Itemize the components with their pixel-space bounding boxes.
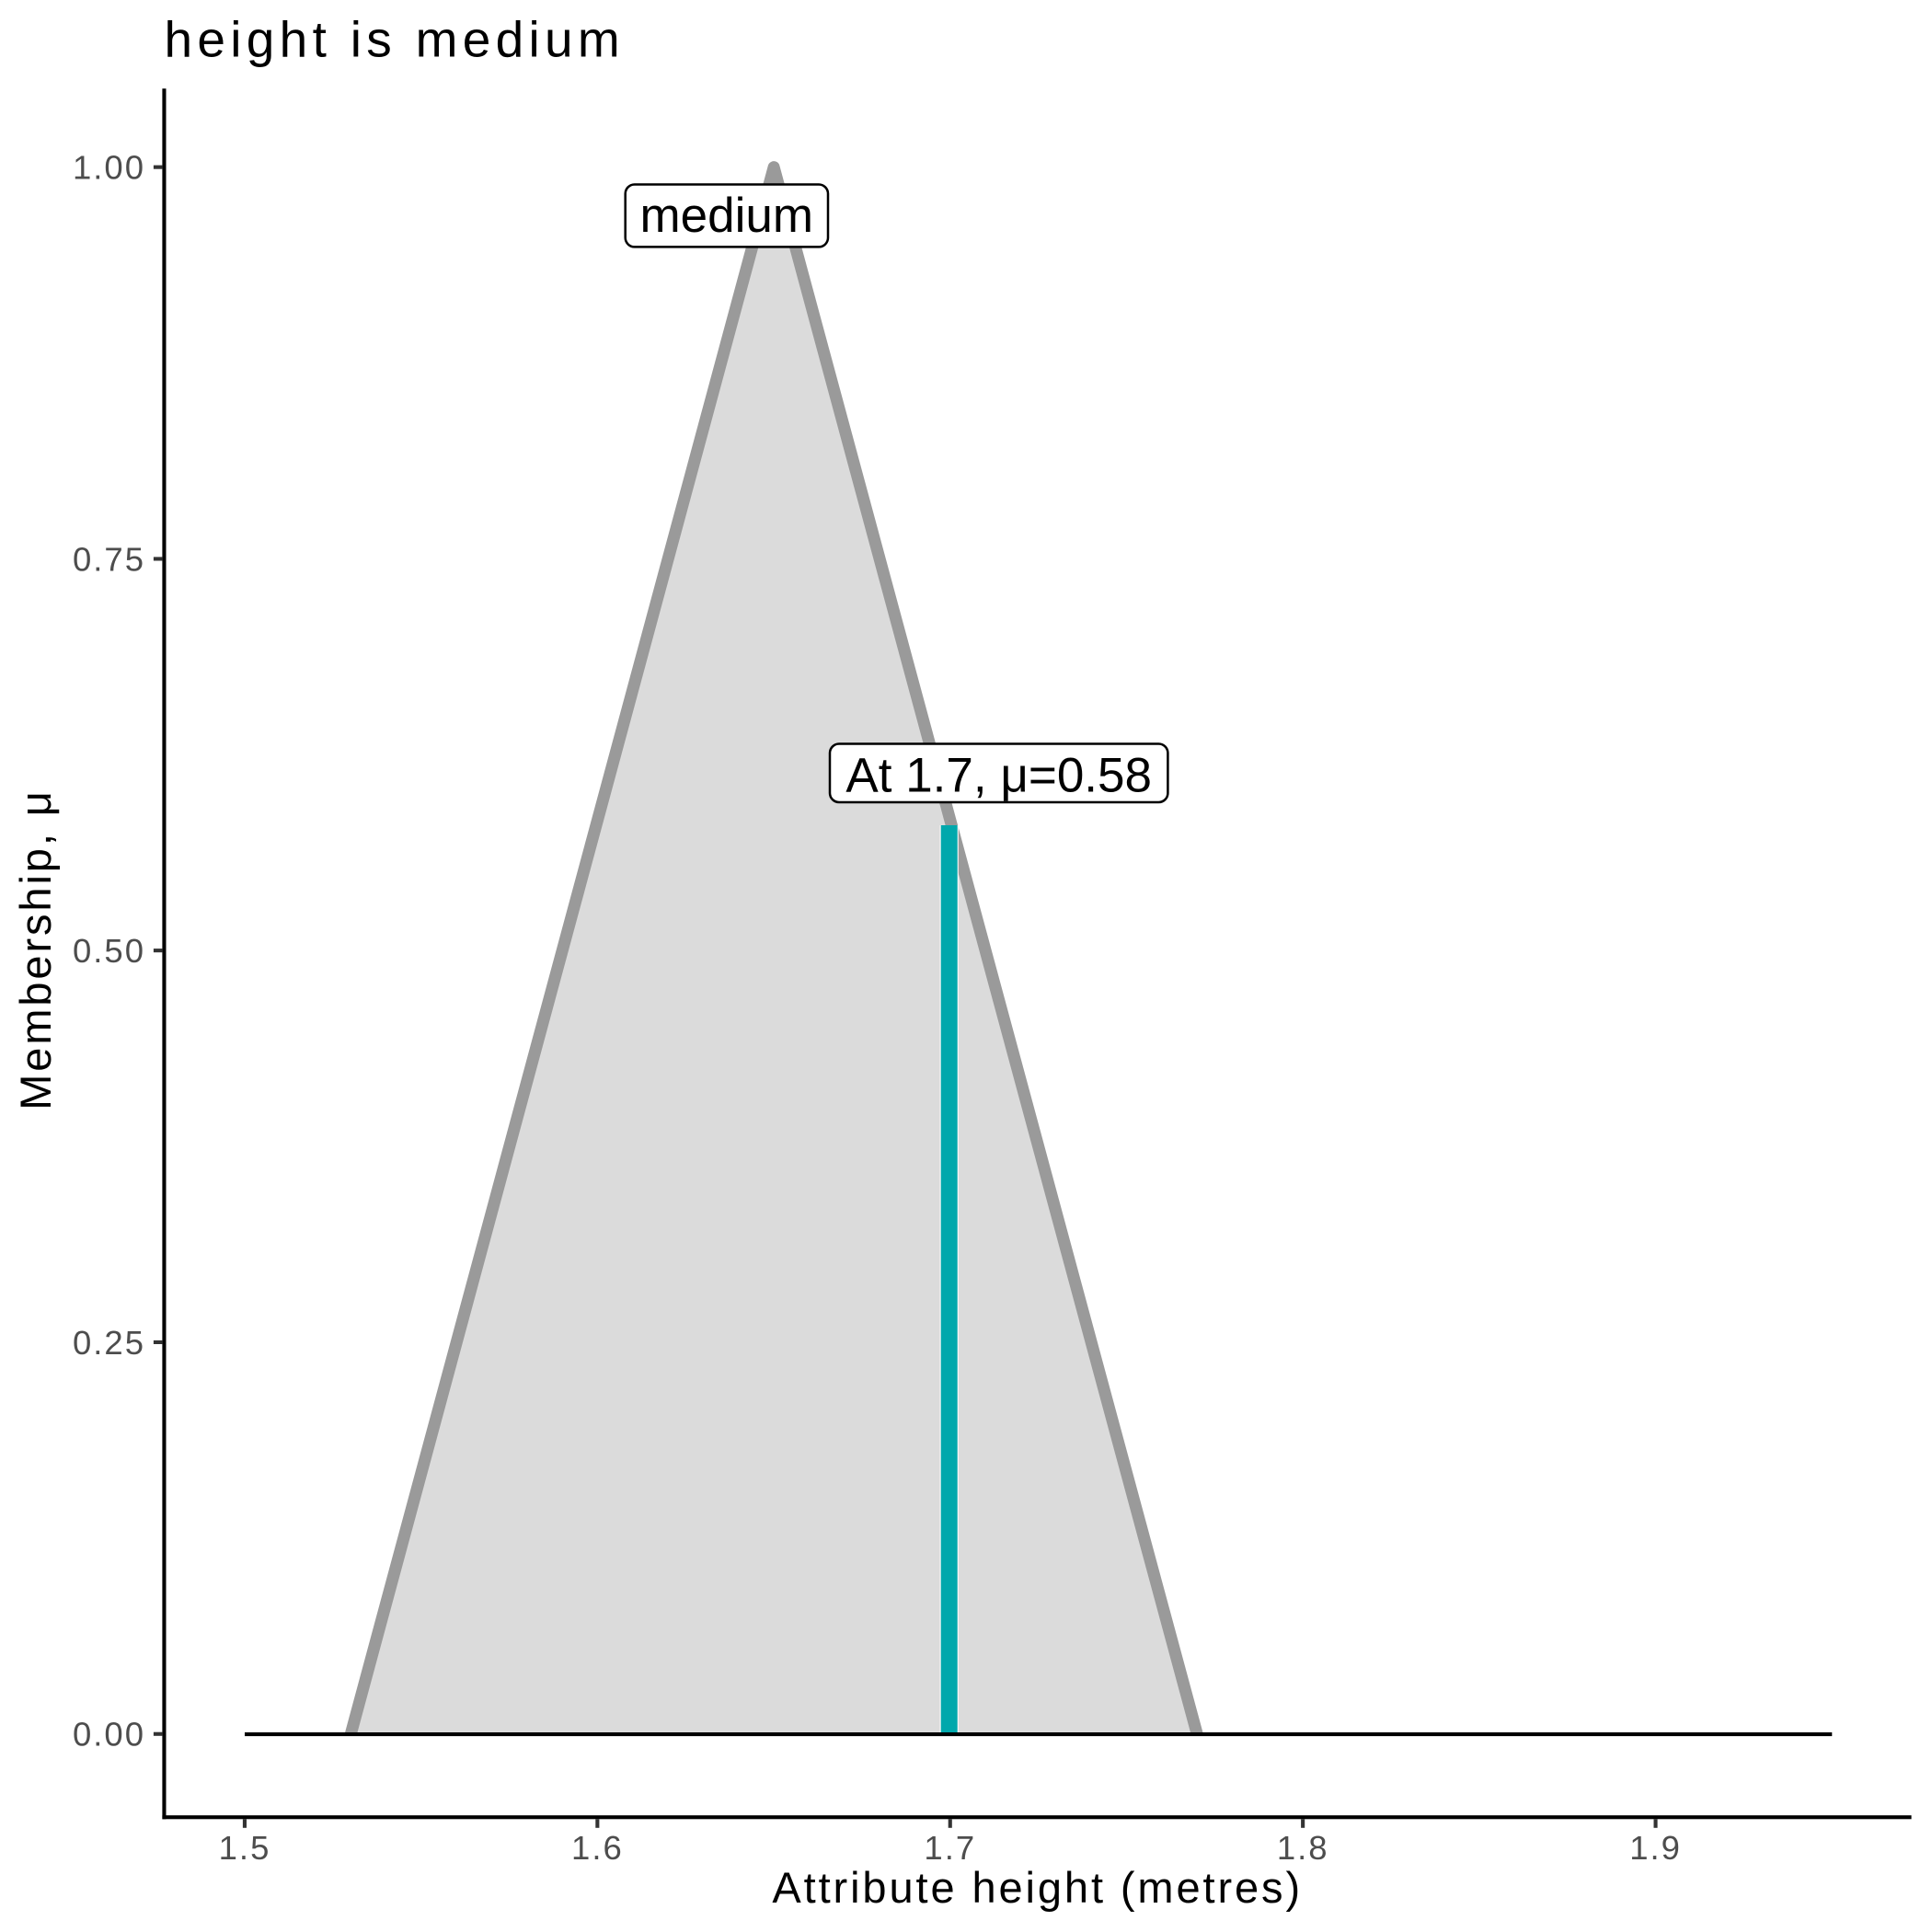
svg-text:Attribute height (metres): Attribute height (metres)	[772, 1863, 1303, 1912]
svg-text:1.6: 1.6	[571, 1829, 624, 1867]
svg-text:0.25: 0.25	[73, 1324, 145, 1362]
svg-text:height is medium: height is medium	[165, 11, 626, 68]
svg-text:0.75: 0.75	[73, 540, 145, 578]
svg-text:1.5: 1.5	[219, 1829, 271, 1867]
svg-text:0.50: 0.50	[73, 932, 145, 970]
svg-text:0.00: 0.00	[73, 1716, 145, 1754]
svg-text:1.7: 1.7	[924, 1829, 976, 1867]
svg-text:1.00: 1.00	[73, 149, 145, 187]
svg-text:At 1.7, μ=0.58: At 1.7, μ=0.58	[845, 749, 1152, 803]
svg-text:medium: medium	[640, 189, 814, 243]
svg-text:1.9: 1.9	[1629, 1829, 1682, 1867]
svg-text:Membership, μ: Membership, μ	[11, 788, 60, 1110]
svg-text:1.8: 1.8	[1277, 1829, 1329, 1867]
